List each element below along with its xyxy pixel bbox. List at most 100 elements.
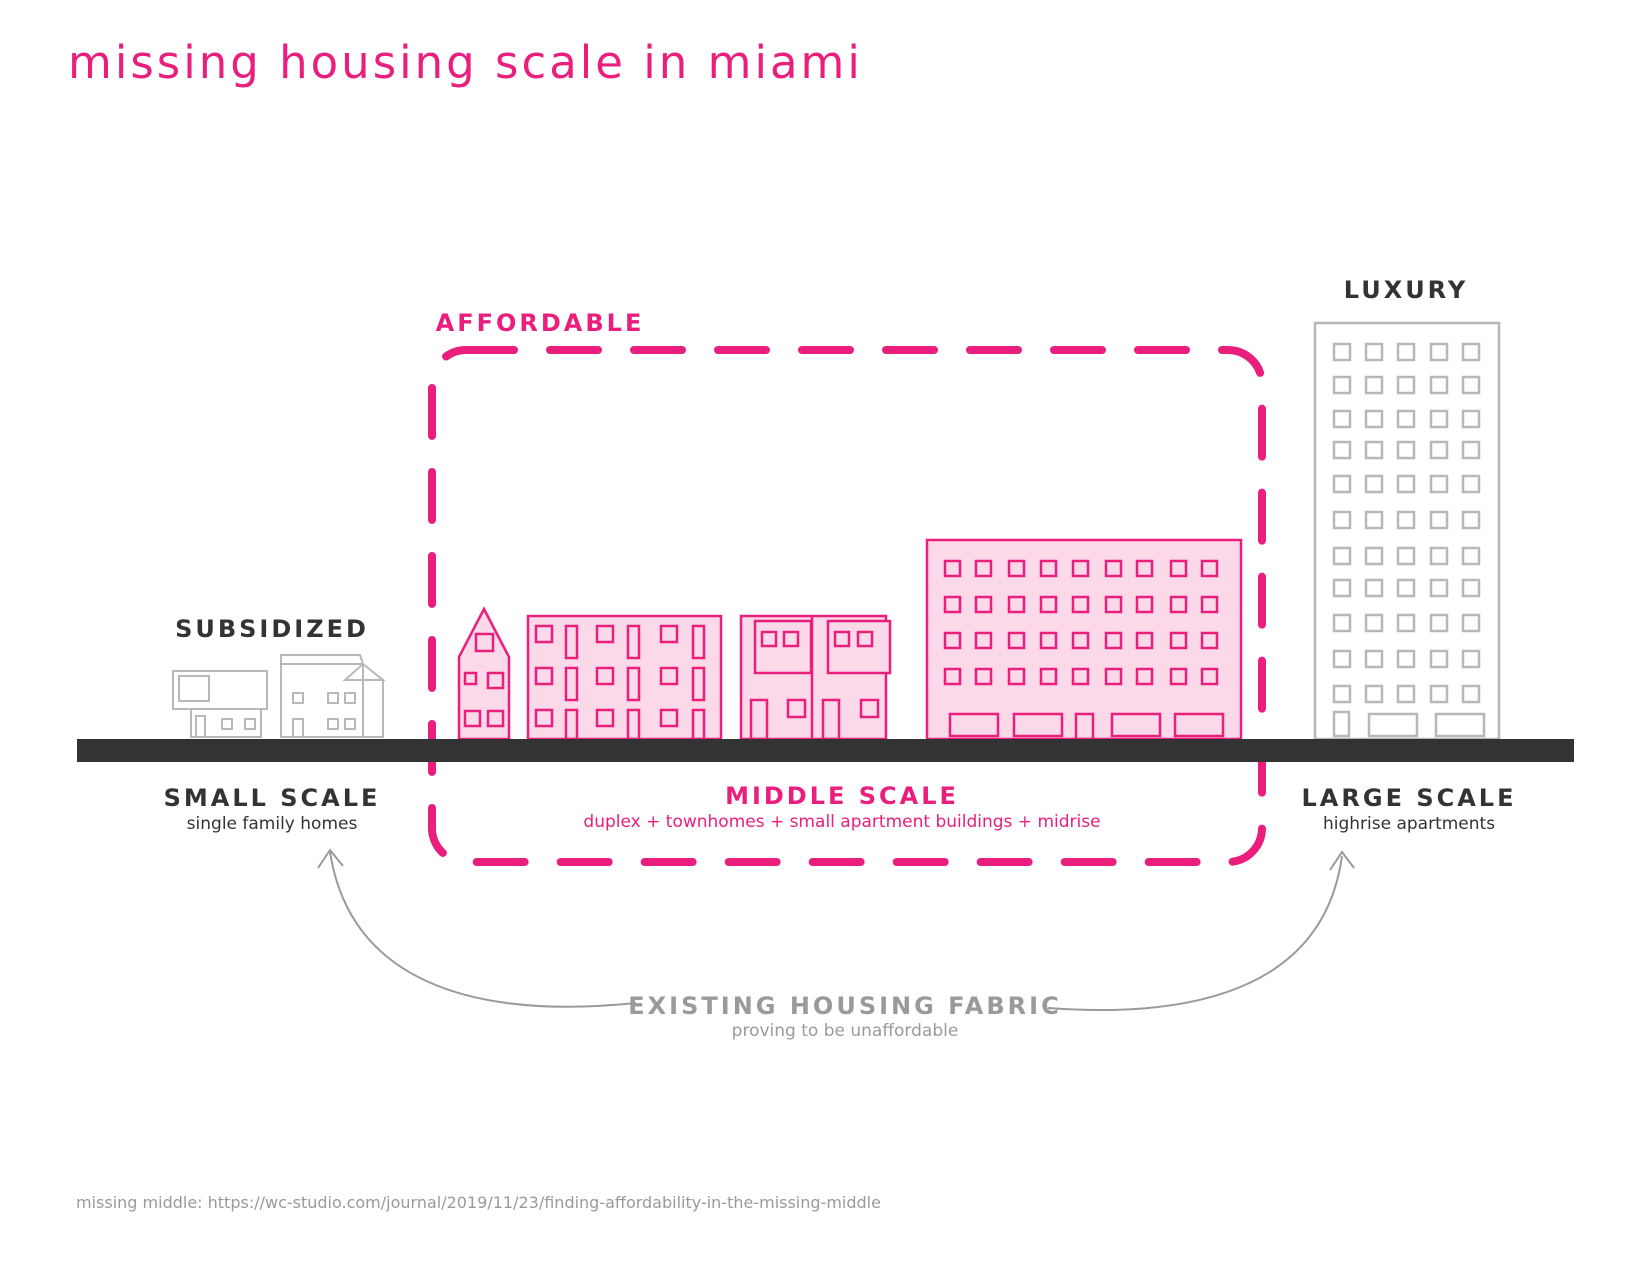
window [1039,631,1058,650]
window [1169,595,1188,614]
window [1461,342,1481,362]
small-scale-subtitle: single family homes [187,814,358,834]
storefront [1012,712,1064,738]
window [1332,440,1352,460]
midrise-icon [925,538,1243,741]
single-family-houses [172,654,386,738]
window [974,559,993,578]
window [1429,474,1449,494]
window [1461,440,1481,460]
window [1396,440,1416,460]
arrow-icon [317,848,344,869]
storefront [1367,712,1419,738]
window [1200,667,1219,686]
window [1104,595,1123,614]
window [1039,595,1058,614]
window [1071,631,1090,650]
window [1396,474,1416,494]
window [1332,613,1352,633]
window [1071,559,1090,578]
window [1200,631,1219,650]
window [974,631,993,650]
window [1396,546,1416,566]
storefront [1332,710,1351,738]
label-affordable: AFFORDABLE [436,309,645,337]
window [1332,546,1352,566]
window [1364,546,1384,566]
window [1364,510,1384,530]
window [1429,510,1449,530]
window [1200,559,1219,578]
window [974,667,993,686]
window [1461,409,1481,429]
label-subsidized: SUBSIDIZED [175,615,369,643]
window [1332,578,1352,598]
existing-fabric-arrows [317,848,1355,1011]
window [1104,631,1123,650]
large-scale-subtitle: highrise apartments [1323,814,1495,834]
window [1104,667,1123,686]
storefront [1434,712,1486,738]
apartment-icon [526,614,723,741]
window [1200,595,1219,614]
window [1396,684,1416,704]
window [1071,595,1090,614]
window [1332,684,1352,704]
window [1169,667,1188,686]
window [1135,595,1154,614]
window [1461,546,1481,566]
window [1429,613,1449,633]
window [1429,440,1449,460]
window [1332,649,1352,669]
window [1396,578,1416,598]
window [1007,631,1026,650]
window [1364,613,1384,633]
house-icon [280,654,386,738]
window [1364,375,1384,395]
window [1396,409,1416,429]
page-title: missing housing scale in miami [68,36,863,89]
window [943,595,962,614]
middle-scale-title: MIDDLE SCALE [725,782,959,810]
large-scale-title: LARGE SCALE [1302,784,1517,812]
window [1039,667,1058,686]
window [1429,649,1449,669]
ground-line [77,739,1574,762]
window [943,559,962,578]
arrow-icon [1329,850,1355,871]
storefront [1173,712,1225,738]
label-luxury: LUXURY [1344,276,1468,304]
window [1332,510,1352,530]
affordable-boundary [428,346,1266,866]
window [974,595,993,614]
window [1364,342,1384,362]
window [1429,684,1449,704]
window [1429,342,1449,362]
window [1071,667,1090,686]
townhome-icon [457,606,511,741]
window [1396,510,1416,530]
arrow-left [329,851,637,1008]
window [1429,578,1449,598]
window [1396,375,1416,395]
window [1364,578,1384,598]
window [1364,684,1384,704]
storefront [948,712,1000,738]
middle-scale-subtitle: duplex + townhomes + small apartment bui… [583,812,1100,832]
window [1396,613,1416,633]
window [1135,559,1154,578]
window [1429,546,1449,566]
window [1461,375,1481,395]
window [1364,440,1384,460]
highrise-icon [1313,321,1501,741]
window [1429,375,1449,395]
window [943,631,962,650]
window [1104,559,1123,578]
window [1135,631,1154,650]
window [1332,409,1352,429]
window [1364,474,1384,494]
small-scale-title: SMALL SCALE [164,784,381,812]
window [1169,559,1188,578]
window [943,667,962,686]
